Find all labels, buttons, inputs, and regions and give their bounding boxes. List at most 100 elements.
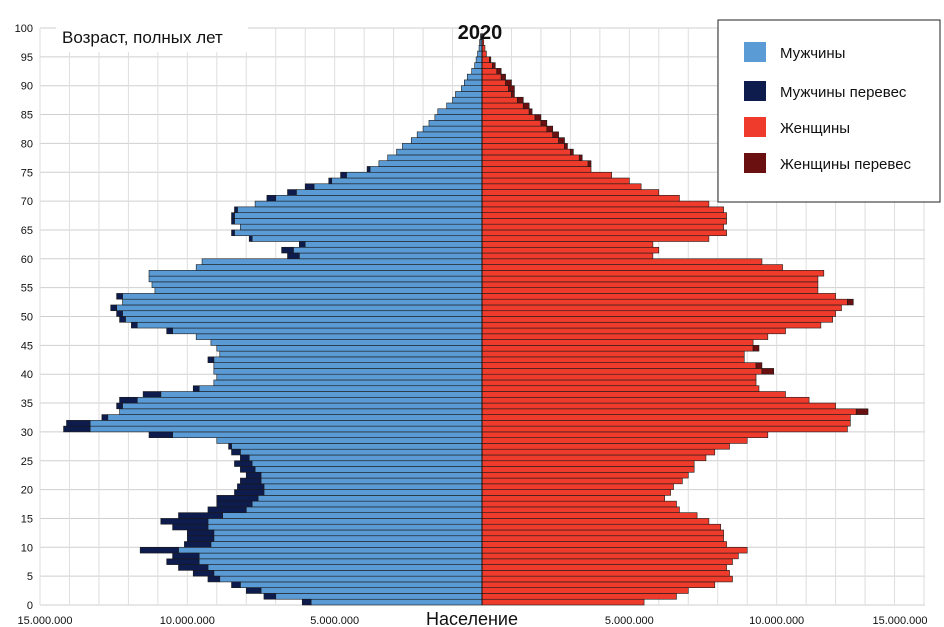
bar-male-excess [119, 316, 126, 323]
xlabel-background [415, 606, 531, 627]
bar-female [481, 321, 822, 329]
bar-male [216, 373, 483, 381]
bar-female [481, 310, 836, 317]
bar-male [216, 437, 483, 444]
bar-female [481, 148, 571, 156]
bar-male-excess [287, 252, 300, 260]
bar-male [198, 558, 483, 565]
bar-male [213, 570, 483, 577]
bar-male-excess [142, 391, 162, 398]
bar-male [148, 270, 483, 277]
bar-male [151, 281, 483, 288]
bar-male [125, 316, 483, 323]
bar-female [481, 62, 493, 69]
bar-male [148, 275, 483, 283]
bar-male [257, 495, 483, 502]
bar-female-excess [534, 114, 542, 121]
bar-female [481, 246, 660, 254]
bar-male [263, 489, 483, 496]
bar-female [481, 385, 760, 392]
bar-female-excess [847, 298, 854, 306]
bar-male-excess [234, 460, 253, 467]
bar-female-excess [755, 362, 763, 369]
bar-male-excess [192, 570, 215, 577]
bar-female [481, 535, 724, 542]
y-tick-labels: 0 5 10 15 20 25 30 35 40 45 50 55 60 65 70 75 80 85 90 95 10… [15, 23, 33, 612]
bar-female [481, 483, 674, 490]
bar-male-excess [184, 541, 212, 548]
bar-female [481, 275, 819, 283]
bar-female [481, 593, 677, 600]
bar-female [481, 437, 748, 444]
male-excess-bars [63, 33, 482, 606]
bar-male [461, 85, 483, 92]
bar-male [293, 246, 483, 254]
bar-male [416, 131, 483, 138]
bar-female [481, 287, 819, 294]
bar-female [481, 91, 512, 98]
bar-female [481, 368, 763, 375]
bar-male-excess [166, 327, 173, 335]
bar-male [122, 298, 483, 306]
x-tick-labels: 15.000.000 10.000.000 5.000.000 5.000.000 10… [17, 615, 927, 627]
bar-female [481, 200, 710, 208]
bar-male [234, 229, 483, 237]
bar-male-excess [240, 466, 256, 473]
bar-male-excess [139, 546, 179, 554]
bar-male-excess [148, 431, 173, 438]
bar-female [481, 414, 851, 421]
bar-female [481, 137, 559, 144]
bar-male [455, 91, 483, 98]
x-tick-label: 10.000.000 [749, 615, 804, 627]
bar-male [219, 350, 483, 358]
bar-male [434, 114, 483, 121]
bar-female [481, 79, 506, 87]
bar-female [481, 570, 730, 577]
bar-male [213, 368, 483, 375]
bar-female [481, 350, 745, 358]
bar-male-excess [160, 518, 209, 525]
bar-male-excess [287, 189, 297, 196]
bar-male-excess [178, 512, 223, 519]
bar-female-excess [558, 137, 565, 144]
bar-female [481, 114, 536, 121]
bar-female-excess [492, 62, 496, 69]
y-tick-label: 80 [21, 138, 33, 150]
legend-swatch-female [744, 117, 766, 137]
bar-female [481, 264, 783, 271]
bar-female [481, 333, 769, 340]
bar-male-excess [231, 212, 235, 219]
bar-male [207, 518, 483, 525]
bar-male [313, 183, 483, 190]
bar-female [481, 154, 580, 162]
bar-female [481, 229, 727, 237]
bar-female [481, 50, 487, 58]
y-tick-label: 40 [21, 369, 33, 381]
bar-female [481, 448, 716, 456]
bar-male [213, 356, 483, 363]
bar-male [248, 454, 483, 462]
bar-female [481, 270, 825, 277]
bar-female [481, 68, 498, 75]
bar-male-excess [116, 310, 123, 317]
legend: Мужчины Мужчины перевес Женщины Женщины … [717, 19, 941, 203]
bar-male [422, 125, 483, 133]
bar-female-excess [517, 96, 524, 104]
bar-male [464, 79, 483, 87]
bar-female [481, 512, 698, 519]
bar-male [216, 345, 483, 352]
bar-female [481, 73, 502, 81]
bar-male [369, 166, 483, 173]
bar-male-excess [340, 171, 347, 179]
bar-male [195, 333, 483, 340]
bar-male [240, 448, 483, 456]
y-tick-label: 55 [21, 283, 33, 295]
bar-female [481, 420, 851, 427]
legend-item-female-excess: Женщины перевес [744, 153, 912, 173]
bar-male [119, 408, 483, 415]
bar-female-excess [528, 108, 533, 115]
bar-female [481, 189, 660, 196]
bar-male [237, 206, 483, 213]
bar-male-excess [192, 385, 200, 392]
bar-female-excess [552, 131, 559, 138]
